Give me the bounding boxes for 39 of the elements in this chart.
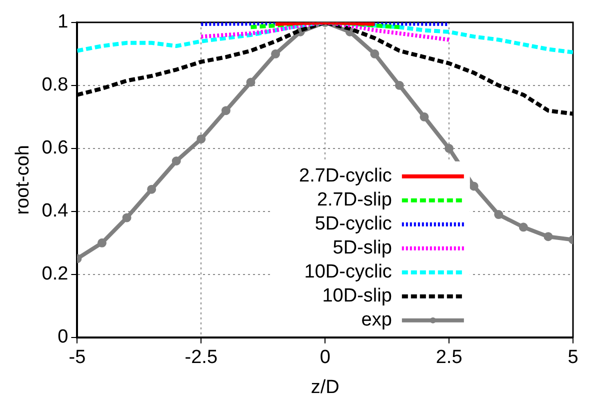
point: [172, 156, 181, 166]
line-series: [199, 22, 452, 42]
legend-label: 2.7D-cyclic: [299, 166, 392, 187]
y-axis-title: root-coh: [12, 145, 34, 215]
legend-label: 5D-cyclic: [314, 214, 392, 235]
point: [98, 238, 106, 248]
point: [420, 112, 429, 122]
x-tick-label: 0: [320, 347, 330, 368]
legend-label: 10D-slip: [322, 286, 392, 307]
y-tick-label: 0.8: [42, 74, 68, 96]
point: [147, 184, 156, 194]
y-tick-label: 0: [58, 326, 68, 348]
point: [370, 49, 380, 58]
point: [544, 232, 553, 242]
y-tick-label: 0.2: [42, 264, 68, 285]
point: [494, 210, 504, 220]
y-tick-label: 0.4: [42, 200, 69, 222]
x-tick-label: 2.5: [436, 347, 462, 368]
x-tick-label: 5: [568, 347, 578, 368]
point: [469, 182, 478, 191]
line-series: [77, 22, 573, 54]
point: [518, 222, 528, 232]
x-axis-title: z/D: [310, 376, 340, 398]
point: [271, 49, 280, 58]
legend-label: 5D-slip: [332, 238, 392, 259]
point: [122, 213, 132, 222]
legend-label: 10D-cyclic: [304, 262, 392, 283]
point: [246, 78, 256, 87]
point: [444, 144, 454, 153]
y-tick-label: 1: [58, 12, 68, 33]
point: [345, 27, 354, 36]
point: [394, 80, 404, 90]
x-tick-label: -2.5: [184, 347, 218, 368]
point: [196, 134, 206, 144]
legend-label: 2.7D-slip: [316, 190, 392, 211]
point: [221, 106, 230, 116]
y-tick-label: 0.6: [42, 138, 68, 159]
legend-label: exp: [361, 310, 392, 331]
x-tick-label: -5: [68, 347, 86, 368]
